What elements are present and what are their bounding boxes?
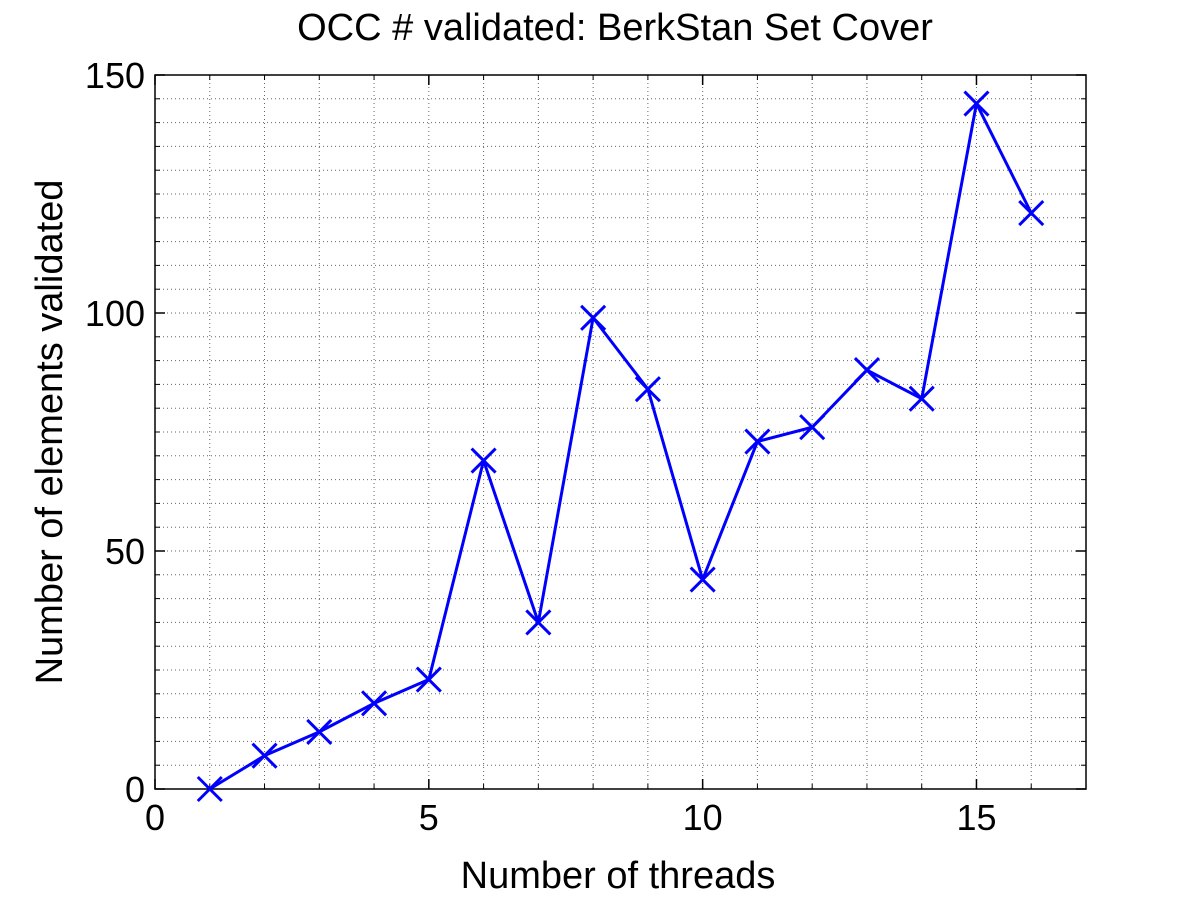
data-point-marker [744,428,771,455]
marker-stroke [1018,199,1045,227]
y-tick-label: 100 [85,293,145,334]
data-point-marker [580,304,607,331]
data-point-marker [908,385,935,412]
marker-stroke [415,666,442,693]
data-point-marker [853,357,881,384]
x-tick-label: 15 [956,797,996,838]
y-tick-label: 0 [125,769,145,810]
data-point-marker [415,666,442,693]
marker-stroke [689,566,716,593]
data-point-marker [1018,199,1045,227]
marker-stroke [799,414,826,441]
marker-stroke [251,742,278,769]
data-point-marker [470,447,497,474]
y-tick-label: 50 [105,531,145,572]
data-point-marker [634,376,661,403]
data-point-marker [251,742,278,769]
chart-title: OCC # validated: BerkStan Set Cover [297,7,933,49]
marker-stroke [908,385,935,412]
series-layer [196,90,1045,803]
marker-stroke [963,90,990,117]
marker-stroke [634,376,661,403]
data-point-marker [306,718,333,745]
marker-stroke [853,357,881,384]
data-point-marker [196,775,223,803]
marker-stroke [360,690,388,717]
x-tick-label: 0 [145,797,165,838]
marker-stroke [196,775,223,803]
marker-stroke [580,304,607,331]
data-point-marker [360,690,388,717]
data-point-marker [525,609,552,636]
grid-lines [155,75,1086,789]
marker-stroke [744,428,771,455]
y-tick-label: 150 [85,55,145,96]
y-axis-label: Number of elements validated [29,180,71,685]
x-axis-label: Number of threads [461,855,776,897]
marker-stroke [525,609,552,636]
series-line [208,102,1033,791]
x-tick-label: 10 [683,797,723,838]
marker-stroke [470,447,497,474]
marker-stroke [306,718,333,745]
x-tick-label: 5 [419,797,439,838]
data-point-marker [799,414,826,441]
data-point-marker [689,566,716,593]
data-point-marker [963,90,990,117]
axes-frame [154,74,1087,790]
